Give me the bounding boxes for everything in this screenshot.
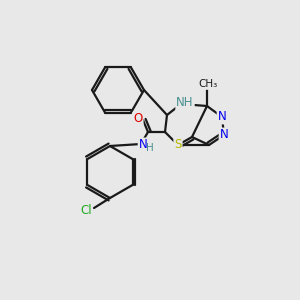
Text: Cl: Cl bbox=[80, 205, 92, 218]
Text: N: N bbox=[139, 139, 147, 152]
Text: CH₃: CH₃ bbox=[198, 79, 218, 89]
Text: S: S bbox=[174, 139, 182, 152]
Text: O: O bbox=[134, 112, 142, 125]
Text: N: N bbox=[218, 110, 226, 124]
Text: H: H bbox=[146, 143, 154, 153]
Text: NH: NH bbox=[176, 97, 194, 110]
Text: N: N bbox=[220, 128, 228, 142]
